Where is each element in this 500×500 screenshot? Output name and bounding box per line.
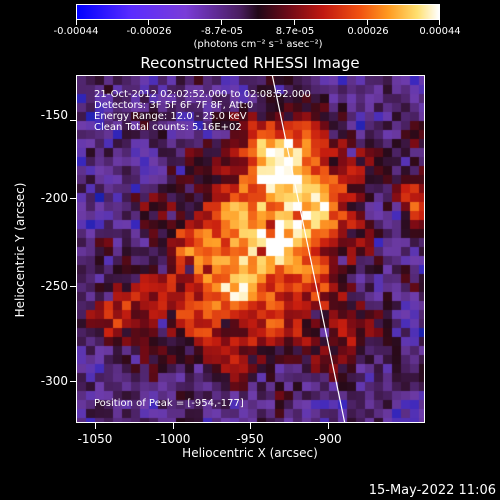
y-tick [70, 381, 76, 382]
rhessi-image-canvas [77, 76, 424, 422]
y-tick-label: -300 [40, 374, 68, 388]
colorbar-tick-label: 0.00044 [419, 26, 461, 37]
colorbar-tick [367, 20, 368, 25]
x-tick-label: -1000 [155, 432, 191, 446]
colorbar-tick [294, 20, 295, 25]
image-title: Reconstructed RHESSI Image [140, 54, 360, 72]
y-tick [70, 198, 76, 199]
timestamp-footer: 15-May-2022 11:06 [368, 483, 496, 498]
x-tick [95, 423, 96, 429]
x-tick [173, 423, 174, 429]
info-time-range: 21-Oct-2012 02:02:52.000 to 02:08:52.000 [94, 89, 311, 100]
limb-line [271, 76, 346, 422]
info-detectors: Detectors: 3F 5F 6F 7F 8F, Att:0 [94, 100, 254, 111]
rhessi-image-plot: 21-Oct-2012 02:02:52.000 to 02:08:52.000… [76, 75, 425, 423]
colorbar-tick-label: -0.00026 [126, 26, 172, 37]
y-tick-label: -250 [40, 279, 68, 293]
info-method-counts: Clean Total counts: 5.16E+02 [94, 122, 242, 133]
y-tick-label: -150 [40, 108, 68, 122]
colorbar-tick [439, 20, 440, 25]
info-energy-range: Energy Range: 12.0 - 25.0 keV [94, 111, 247, 122]
y-tick-label: -200 [40, 191, 68, 205]
colorbar-tick-label: -0.00044 [53, 26, 99, 37]
x-tick-label: -900 [314, 432, 342, 446]
colorbar-tick-label: 0.00026 [347, 26, 389, 37]
colorbar-tick [148, 20, 149, 25]
x-tick-label: -950 [236, 432, 264, 446]
colorbar [76, 4, 440, 20]
y-tick [70, 120, 76, 121]
peak-position: Position of Peak = [-954,-177] [94, 398, 244, 409]
colorbar-tick-label: -8.7e-05 [201, 26, 243, 37]
colorbar-tick-label: 8.7e-05 [275, 26, 315, 37]
colorbar-tick [76, 20, 77, 25]
y-axis-label: Heliocentric Y (arcsec) [13, 182, 27, 318]
colorbar-tick [221, 20, 222, 25]
x-axis-label: Heliocentric X (arcsec) [182, 446, 318, 460]
x-tick [250, 423, 251, 429]
colorbar-unit: (photons cm⁻² s⁻¹ asec⁻²) [193, 39, 323, 50]
x-tick [328, 423, 329, 429]
x-tick-label: -1050 [77, 432, 113, 446]
y-tick [70, 286, 76, 287]
